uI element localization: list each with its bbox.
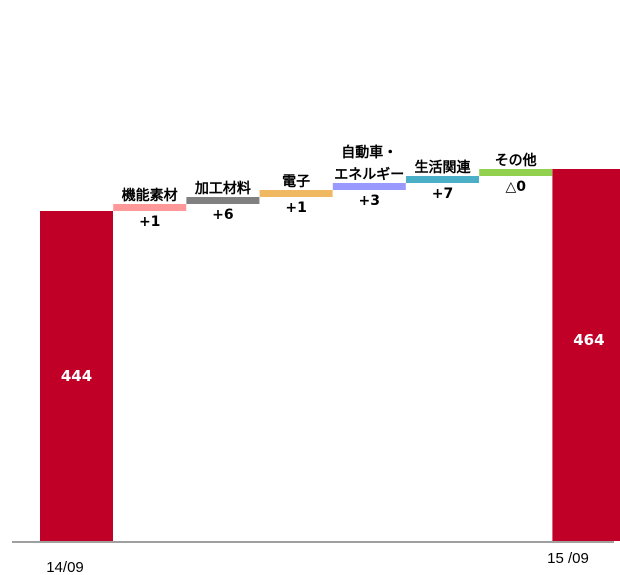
step-bar-4: [333, 183, 406, 190]
step-delta-4: +3: [359, 193, 380, 209]
step-bar-5: [406, 176, 479, 183]
step-bar-6: [479, 169, 552, 176]
step-delta-6: △0: [505, 179, 526, 195]
x-tick-start: 14/09: [46, 559, 84, 575]
x-tick-end: 15 /09: [547, 550, 589, 567]
step-delta-2: +6: [212, 207, 233, 223]
step-label-3: 電子: [282, 173, 310, 190]
step-bar-1: [113, 204, 186, 211]
step-bar-2: [186, 197, 259, 204]
step-delta-5: +7: [432, 186, 453, 202]
labels-layer: 444 機能素材 +1 加工材料 +6 電子 +1 自動車・エネルギー +3 生活関連 +7 その他 △…: [61, 144, 605, 385]
step-bar-3: [260, 190, 333, 197]
end-bar: [552, 169, 620, 541]
step-label-2: 加工材料: [194, 180, 251, 197]
step-delta-3: +1: [285, 200, 306, 216]
step-label-6: その他: [495, 152, 537, 169]
step-label-5: 生活関連: [415, 159, 472, 176]
step-delta-1: +1: [139, 214, 160, 230]
step-label-4-line-2: エネルギー: [334, 166, 404, 183]
step-label-4-line-1: 自動車・: [341, 144, 397, 161]
end-bar-value: 464: [573, 331, 604, 349]
bars-layer: [40, 169, 620, 541]
step-label-1: 機能素材: [122, 187, 178, 204]
start-bar-value: 444: [61, 367, 92, 385]
